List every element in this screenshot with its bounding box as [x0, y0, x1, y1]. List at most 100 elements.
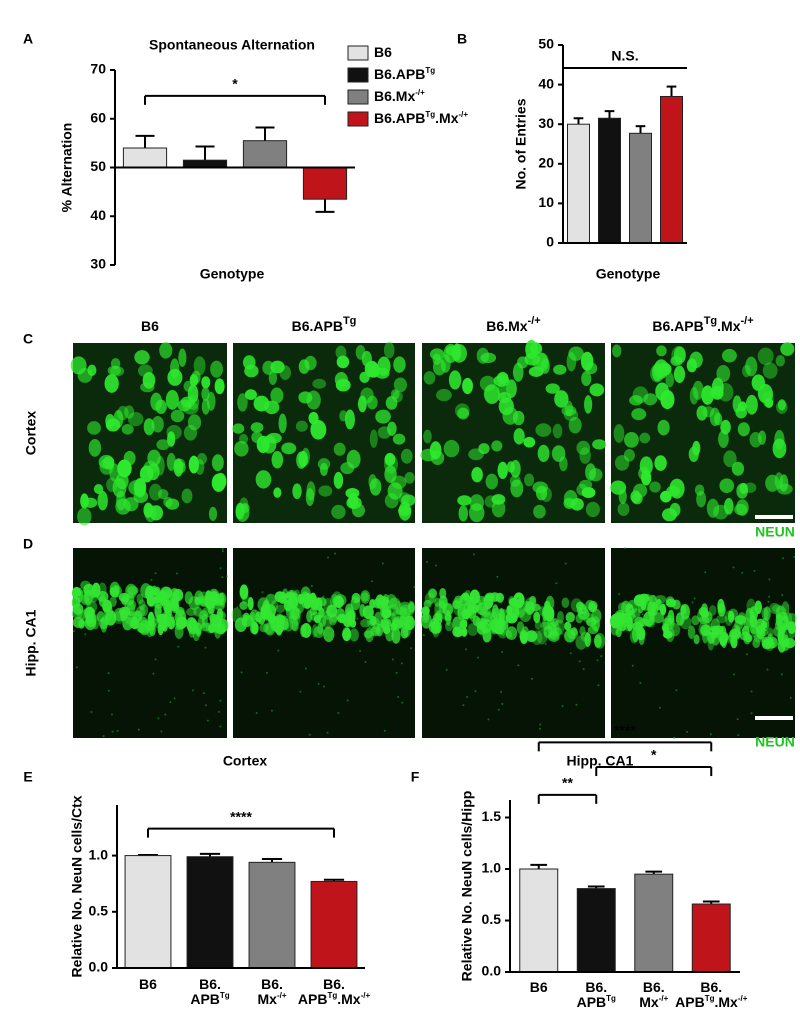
cell — [717, 603, 726, 617]
cell — [660, 389, 675, 410]
y-tick-label: 30 — [90, 256, 106, 272]
cell — [643, 393, 658, 406]
cell — [404, 471, 415, 484]
cell — [497, 379, 508, 399]
cell — [718, 429, 729, 448]
cell — [377, 356, 391, 376]
cell — [481, 611, 493, 625]
cell — [393, 356, 406, 373]
y-tick-label: 50 — [538, 36, 554, 52]
cell — [424, 592, 436, 605]
speck — [422, 634, 425, 637]
cell — [719, 478, 735, 494]
cell — [687, 625, 696, 639]
speck — [658, 706, 661, 709]
significance-label: N.S. — [611, 48, 638, 64]
bar — [576, 888, 616, 973]
cell — [383, 341, 395, 359]
cell — [171, 591, 180, 606]
speck — [299, 690, 302, 693]
bar — [186, 856, 234, 969]
cell — [267, 613, 277, 624]
bar — [597, 117, 622, 244]
cell — [136, 593, 144, 605]
cell — [441, 609, 451, 621]
cell — [167, 616, 176, 630]
cell — [556, 611, 564, 624]
cell — [662, 508, 677, 522]
bar — [310, 880, 358, 969]
cell — [725, 634, 737, 644]
y-tick-label: 1.0 — [482, 860, 502, 876]
cell — [467, 603, 480, 614]
column-header-part: B6.Mx — [486, 318, 527, 334]
x-tick-label-part: B6 — [139, 976, 157, 992]
cell — [533, 611, 541, 624]
speck — [219, 699, 222, 702]
speck — [767, 600, 770, 603]
cell — [436, 388, 452, 402]
speck — [462, 704, 465, 707]
cell — [170, 358, 180, 379]
cell — [301, 447, 310, 466]
speck — [555, 582, 558, 585]
cell — [702, 406, 715, 418]
cell — [174, 624, 184, 639]
cell — [244, 389, 257, 400]
speck — [116, 729, 119, 732]
cell — [706, 498, 720, 518]
speck — [465, 648, 468, 651]
cell — [318, 485, 333, 497]
speck — [704, 571, 707, 574]
cell — [552, 423, 563, 439]
cell — [528, 366, 544, 377]
speck — [173, 616, 176, 619]
column-header-part: .Mx — [717, 318, 741, 334]
x-tick-label: B6. — [643, 979, 665, 995]
speck — [487, 621, 490, 624]
speck — [326, 637, 329, 640]
cell — [193, 356, 206, 376]
cell — [452, 600, 461, 610]
cell — [701, 385, 714, 405]
cell — [435, 609, 443, 625]
speck — [310, 584, 313, 587]
cell — [618, 488, 627, 504]
cell — [742, 364, 751, 378]
cell — [639, 456, 653, 476]
cell — [117, 405, 129, 421]
cell — [298, 391, 313, 404]
cell — [152, 614, 165, 629]
speck — [733, 673, 736, 676]
x-tick-label: B6 — [139, 976, 157, 992]
speck — [639, 681, 642, 684]
cell — [165, 389, 179, 410]
speck — [753, 569, 756, 572]
cell — [385, 627, 394, 642]
cell — [175, 606, 185, 617]
cell — [443, 343, 458, 364]
x-tick-label-part: B6. — [199, 976, 221, 992]
cell — [232, 423, 245, 434]
speck — [737, 734, 740, 737]
cell — [273, 487, 282, 498]
cell — [491, 604, 499, 620]
speck — [204, 704, 207, 707]
cell — [275, 619, 283, 636]
speck — [337, 712, 340, 715]
cell — [242, 612, 250, 622]
cell — [761, 607, 769, 621]
speck — [487, 718, 490, 721]
cell — [564, 621, 572, 631]
cell — [652, 612, 665, 624]
speck — [624, 547, 627, 550]
cell — [476, 595, 486, 605]
chart-title: Spontaneous Alternation — [149, 37, 315, 53]
cell — [369, 429, 378, 448]
cell — [617, 502, 630, 516]
cell — [255, 470, 272, 489]
cell — [336, 355, 350, 369]
cell — [735, 406, 748, 419]
cell — [673, 365, 686, 383]
